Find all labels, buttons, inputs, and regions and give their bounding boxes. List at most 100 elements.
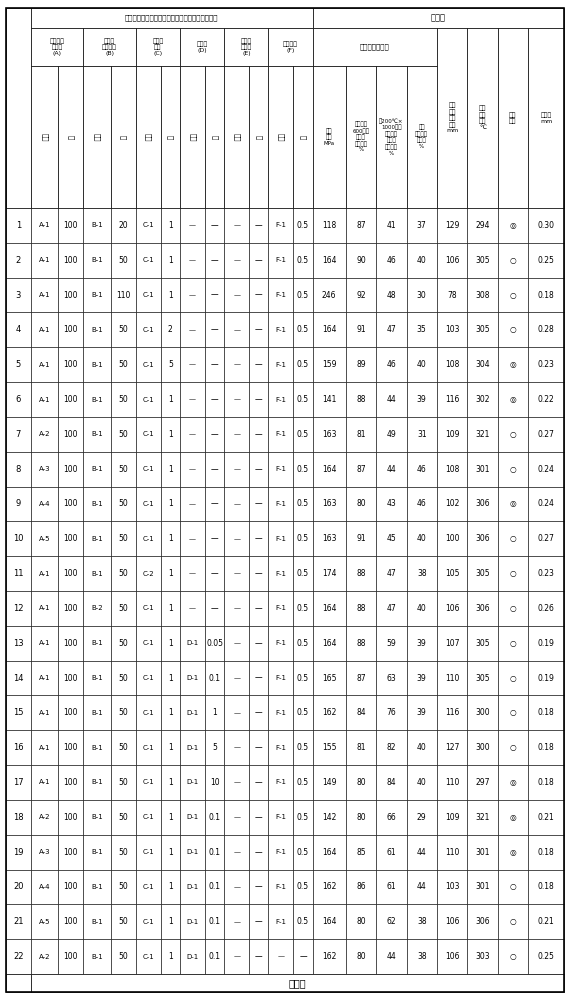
Bar [180,904,205,939]
Text: B-1: B-1 [91,745,103,751]
Bar [269,835,293,870]
Text: B-1: B-1 [91,780,103,786]
Bar [498,347,528,382]
Text: 0.30: 0.30 [537,221,554,230]
Text: 20: 20 [119,221,128,230]
Text: 40: 40 [417,743,427,752]
Bar [180,661,205,695]
Bar [83,730,111,765]
Text: A-4: A-4 [39,884,51,890]
Text: —: — [255,430,262,439]
Bar [437,208,467,243]
Text: 8: 8 [16,465,21,474]
Bar [312,347,346,382]
Bar [437,626,467,661]
Text: 0.5: 0.5 [297,360,309,369]
Text: F-1: F-1 [275,605,286,611]
Bar [249,695,269,730]
Bar [312,730,346,765]
Text: 164: 164 [322,604,336,613]
Text: 100: 100 [64,360,78,369]
Text: 形态
流体
流动
长度
mm: 形态 流体 流动 长度 mm [446,103,458,133]
Text: 84: 84 [356,708,366,717]
Bar [498,382,528,417]
Bar [111,417,136,452]
Text: —: — [233,362,240,368]
Text: 21: 21 [13,917,24,926]
Text: 100: 100 [64,430,78,439]
Bar [59,382,83,417]
Bar [498,452,528,487]
Bar [136,452,161,487]
Bar [111,800,136,835]
Text: C-1: C-1 [143,780,154,786]
Text: B-1: B-1 [91,919,103,925]
Text: 在200℃×
1000小时
热处理后
（耐热
老化性）
%: 在200℃× 1000小时 热处理后 （耐热 老化性） % [379,118,404,156]
Bar [467,28,498,208]
Text: 表面
外观: 表面 外观 [509,112,517,124]
Bar [407,312,437,347]
Text: 246: 246 [322,291,336,300]
Text: 37: 37 [417,221,427,230]
Bar [59,66,83,208]
Text: C-1: C-1 [143,675,154,681]
Bar [136,278,161,312]
Bar [376,521,407,556]
Text: —: — [233,745,240,751]
Bar [293,382,312,417]
Bar [249,661,269,695]
Text: —: — [255,917,262,926]
Bar [224,208,249,243]
Bar [312,661,346,695]
Text: —: — [255,291,262,300]
Text: F-1: F-1 [275,849,286,855]
Bar [136,382,161,417]
Text: 0.23: 0.23 [537,569,554,578]
Bar [528,417,564,452]
Text: —: — [255,708,262,717]
Text: 洸渍处理
600秒后
（滝留
稳定性）
%: 洸渍处理 600秒后 （滝留 稳定性） % [353,122,369,152]
Bar [437,278,467,312]
Bar [293,452,312,487]
Text: 110: 110 [445,778,460,787]
Text: 0.24: 0.24 [537,465,554,474]
Text: —: — [233,675,240,681]
Text: 162: 162 [322,708,336,717]
Bar [312,591,346,626]
Bar [269,730,293,765]
Bar [224,556,249,591]
Text: ○: ○ [509,639,516,648]
Bar [83,347,111,382]
Bar [312,278,346,312]
Bar [437,904,467,939]
Bar [293,417,312,452]
Text: 100: 100 [64,952,78,961]
Text: ○: ○ [509,430,516,439]
Text: —: — [277,954,285,960]
Text: C-1: C-1 [143,292,154,298]
Text: 1: 1 [168,465,173,474]
Text: —: — [189,222,196,228]
Bar [111,487,136,521]
Bar [249,278,269,312]
Bar [437,800,467,835]
Bar [312,695,346,730]
Bar [136,765,161,800]
Text: C-1: C-1 [143,814,154,820]
Text: D-1: D-1 [186,780,199,786]
Bar [346,661,376,695]
Text: 92: 92 [356,291,366,300]
Bar [467,208,498,243]
Bar [83,28,136,66]
Bar [136,626,161,661]
Text: 44: 44 [386,952,396,961]
Text: —: — [211,499,218,508]
Bar [205,730,224,765]
Text: 1: 1 [168,291,173,300]
Bar [498,591,528,626]
Bar [407,278,437,312]
Text: —: — [255,778,262,787]
Text: 306: 306 [475,534,490,543]
Bar [59,870,83,904]
Bar [224,661,249,695]
